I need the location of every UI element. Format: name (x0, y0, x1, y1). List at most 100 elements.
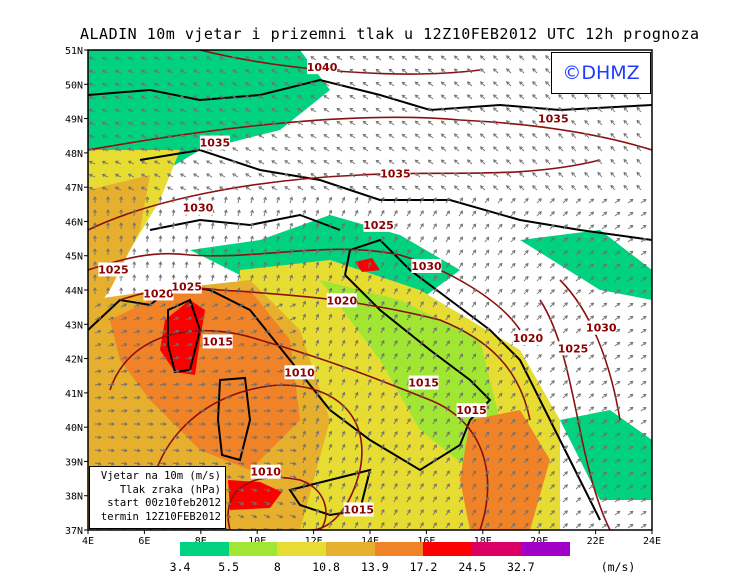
wind-arrow (523, 405, 529, 412)
wind-arrow (588, 458, 595, 464)
wind-arrow (532, 146, 538, 152)
wind-arrow (171, 235, 176, 243)
wind-arrow (250, 261, 254, 269)
wind-arrow (401, 94, 408, 100)
wind-arrow (575, 406, 582, 412)
wind-arrow (367, 456, 372, 464)
wind-arrow (341, 196, 346, 204)
wind-arrow (302, 482, 307, 490)
svg-text:1030: 1030 (183, 202, 214, 215)
wind-arrow (133, 448, 141, 453)
wind-arrow (562, 289, 568, 295)
wind-arrow (107, 408, 115, 413)
wind-arrow (406, 483, 411, 490)
wind-arrow (614, 523, 621, 529)
wind-arrow (510, 288, 516, 295)
wind-arrow (341, 339, 346, 347)
wind-arrow (497, 457, 503, 464)
lon-tick-label: 20E (530, 536, 548, 547)
wind-arrow (453, 81, 460, 87)
wind-arrow (276, 408, 284, 413)
wind-arrow (310, 82, 317, 87)
wind-arrow (224, 356, 232, 360)
wind-arrow (471, 353, 477, 360)
wind-arrow (94, 408, 102, 413)
wind-arrow (610, 184, 616, 191)
wind-arrow (523, 197, 529, 204)
wind-arrow (497, 366, 503, 373)
legend-swatch (520, 542, 570, 556)
wind-arrow (211, 382, 219, 387)
wind-arrow (94, 329, 102, 334)
wind-arrow (575, 484, 582, 490)
wind-arrow (354, 339, 359, 347)
wind-arrow (388, 107, 395, 113)
wind-arrow (458, 210, 464, 217)
wind-arrow (471, 470, 477, 477)
wind-arrow (375, 159, 382, 165)
wind-arrow (458, 366, 464, 373)
wind-arrow (380, 339, 385, 347)
wind-arrow (532, 81, 538, 87)
wind-arrow (497, 496, 503, 503)
wind-arrow (315, 209, 320, 217)
wind-arrow (393, 405, 398, 412)
wind-arrow (479, 133, 486, 139)
wind-arrow (367, 430, 372, 438)
wind-arrow (432, 210, 437, 217)
wind-arrow (492, 94, 499, 100)
wind-arrow (601, 393, 608, 399)
wind-arrow (328, 274, 333, 282)
wind-arrow (127, 134, 135, 139)
wind-arrow (627, 406, 634, 412)
wind-arrow (362, 94, 369, 100)
wind-arrow (271, 82, 278, 87)
wind-arrow (219, 121, 226, 126)
wind-arrow (575, 458, 582, 464)
wind-arrow (432, 236, 437, 243)
wind-arrow (562, 471, 568, 477)
wind-arrow (380, 352, 385, 360)
wind-arrow (250, 382, 258, 387)
wind-arrow (484, 457, 490, 464)
wind-arrow (510, 223, 516, 230)
wind-arrow (120, 435, 128, 440)
wind-arrow (302, 352, 307, 360)
wind-arrow (549, 289, 555, 295)
legend-label: 32.7 (507, 560, 535, 574)
wind-arrow (458, 275, 464, 282)
wind-arrow (466, 94, 473, 100)
wind-arrow (219, 108, 226, 113)
wind-arrow (236, 209, 241, 217)
wind-arrow (510, 483, 516, 490)
wind-arrow (401, 81, 408, 87)
wind-arrow (458, 444, 464, 451)
legend-label: 5.5 (218, 560, 240, 574)
wind-arrow (237, 435, 245, 440)
wind-arrow (302, 508, 307, 516)
wind-arrow (192, 121, 200, 126)
wind-arrow (479, 68, 486, 74)
wind-arrow (132, 222, 137, 230)
wind-arrow (297, 56, 304, 61)
wind-arrow (458, 496, 464, 503)
info-start: start 00z10feb2012 (107, 497, 221, 509)
wind-arrow (510, 236, 516, 243)
wind-arrow (284, 121, 291, 126)
wind-arrow (406, 457, 411, 464)
wind-arrow (184, 261, 189, 269)
wind-arrow (497, 392, 503, 399)
wind-arrow (206, 56, 213, 61)
wind-arrow (297, 160, 304, 165)
wind-arrow (114, 186, 122, 191)
isobar-label: 1010 (250, 464, 281, 479)
wind-arrow (302, 222, 307, 230)
wind-arrow (153, 160, 161, 165)
wind-arrow (627, 471, 634, 477)
wind-arrow (466, 133, 473, 139)
wind-arrow (484, 496, 490, 503)
wind-arrow (93, 274, 97, 282)
wind-arrow (206, 69, 213, 74)
wind-arrow (263, 408, 271, 413)
wind-arrow (523, 483, 529, 490)
